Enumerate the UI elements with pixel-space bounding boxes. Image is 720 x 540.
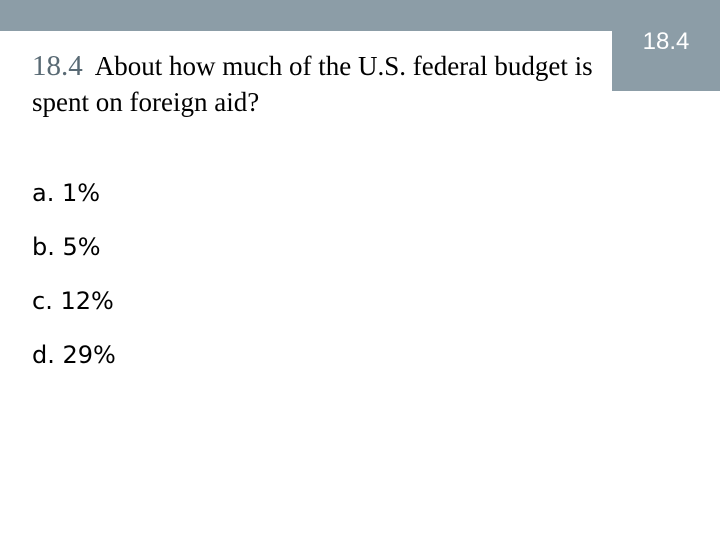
slide-number-badge: 18.4 xyxy=(612,0,720,91)
header-bar xyxy=(0,0,720,31)
option-b: b. 5% xyxy=(32,233,101,261)
question-number: 18.4 xyxy=(32,50,83,82)
slide-number-label: 18.4 xyxy=(642,27,690,55)
question-text: About how much of the U.S. federal budge… xyxy=(32,51,593,117)
option-d: d. 29% xyxy=(32,341,116,369)
answer-options: a. 1% b. 5% c. 12% d. 29% xyxy=(32,176,532,392)
option-a: a. 1% xyxy=(32,179,101,207)
option-c: c. 12% xyxy=(32,287,114,315)
question-block: 18.4 About how much of the U.S. federal b… xyxy=(32,48,602,120)
